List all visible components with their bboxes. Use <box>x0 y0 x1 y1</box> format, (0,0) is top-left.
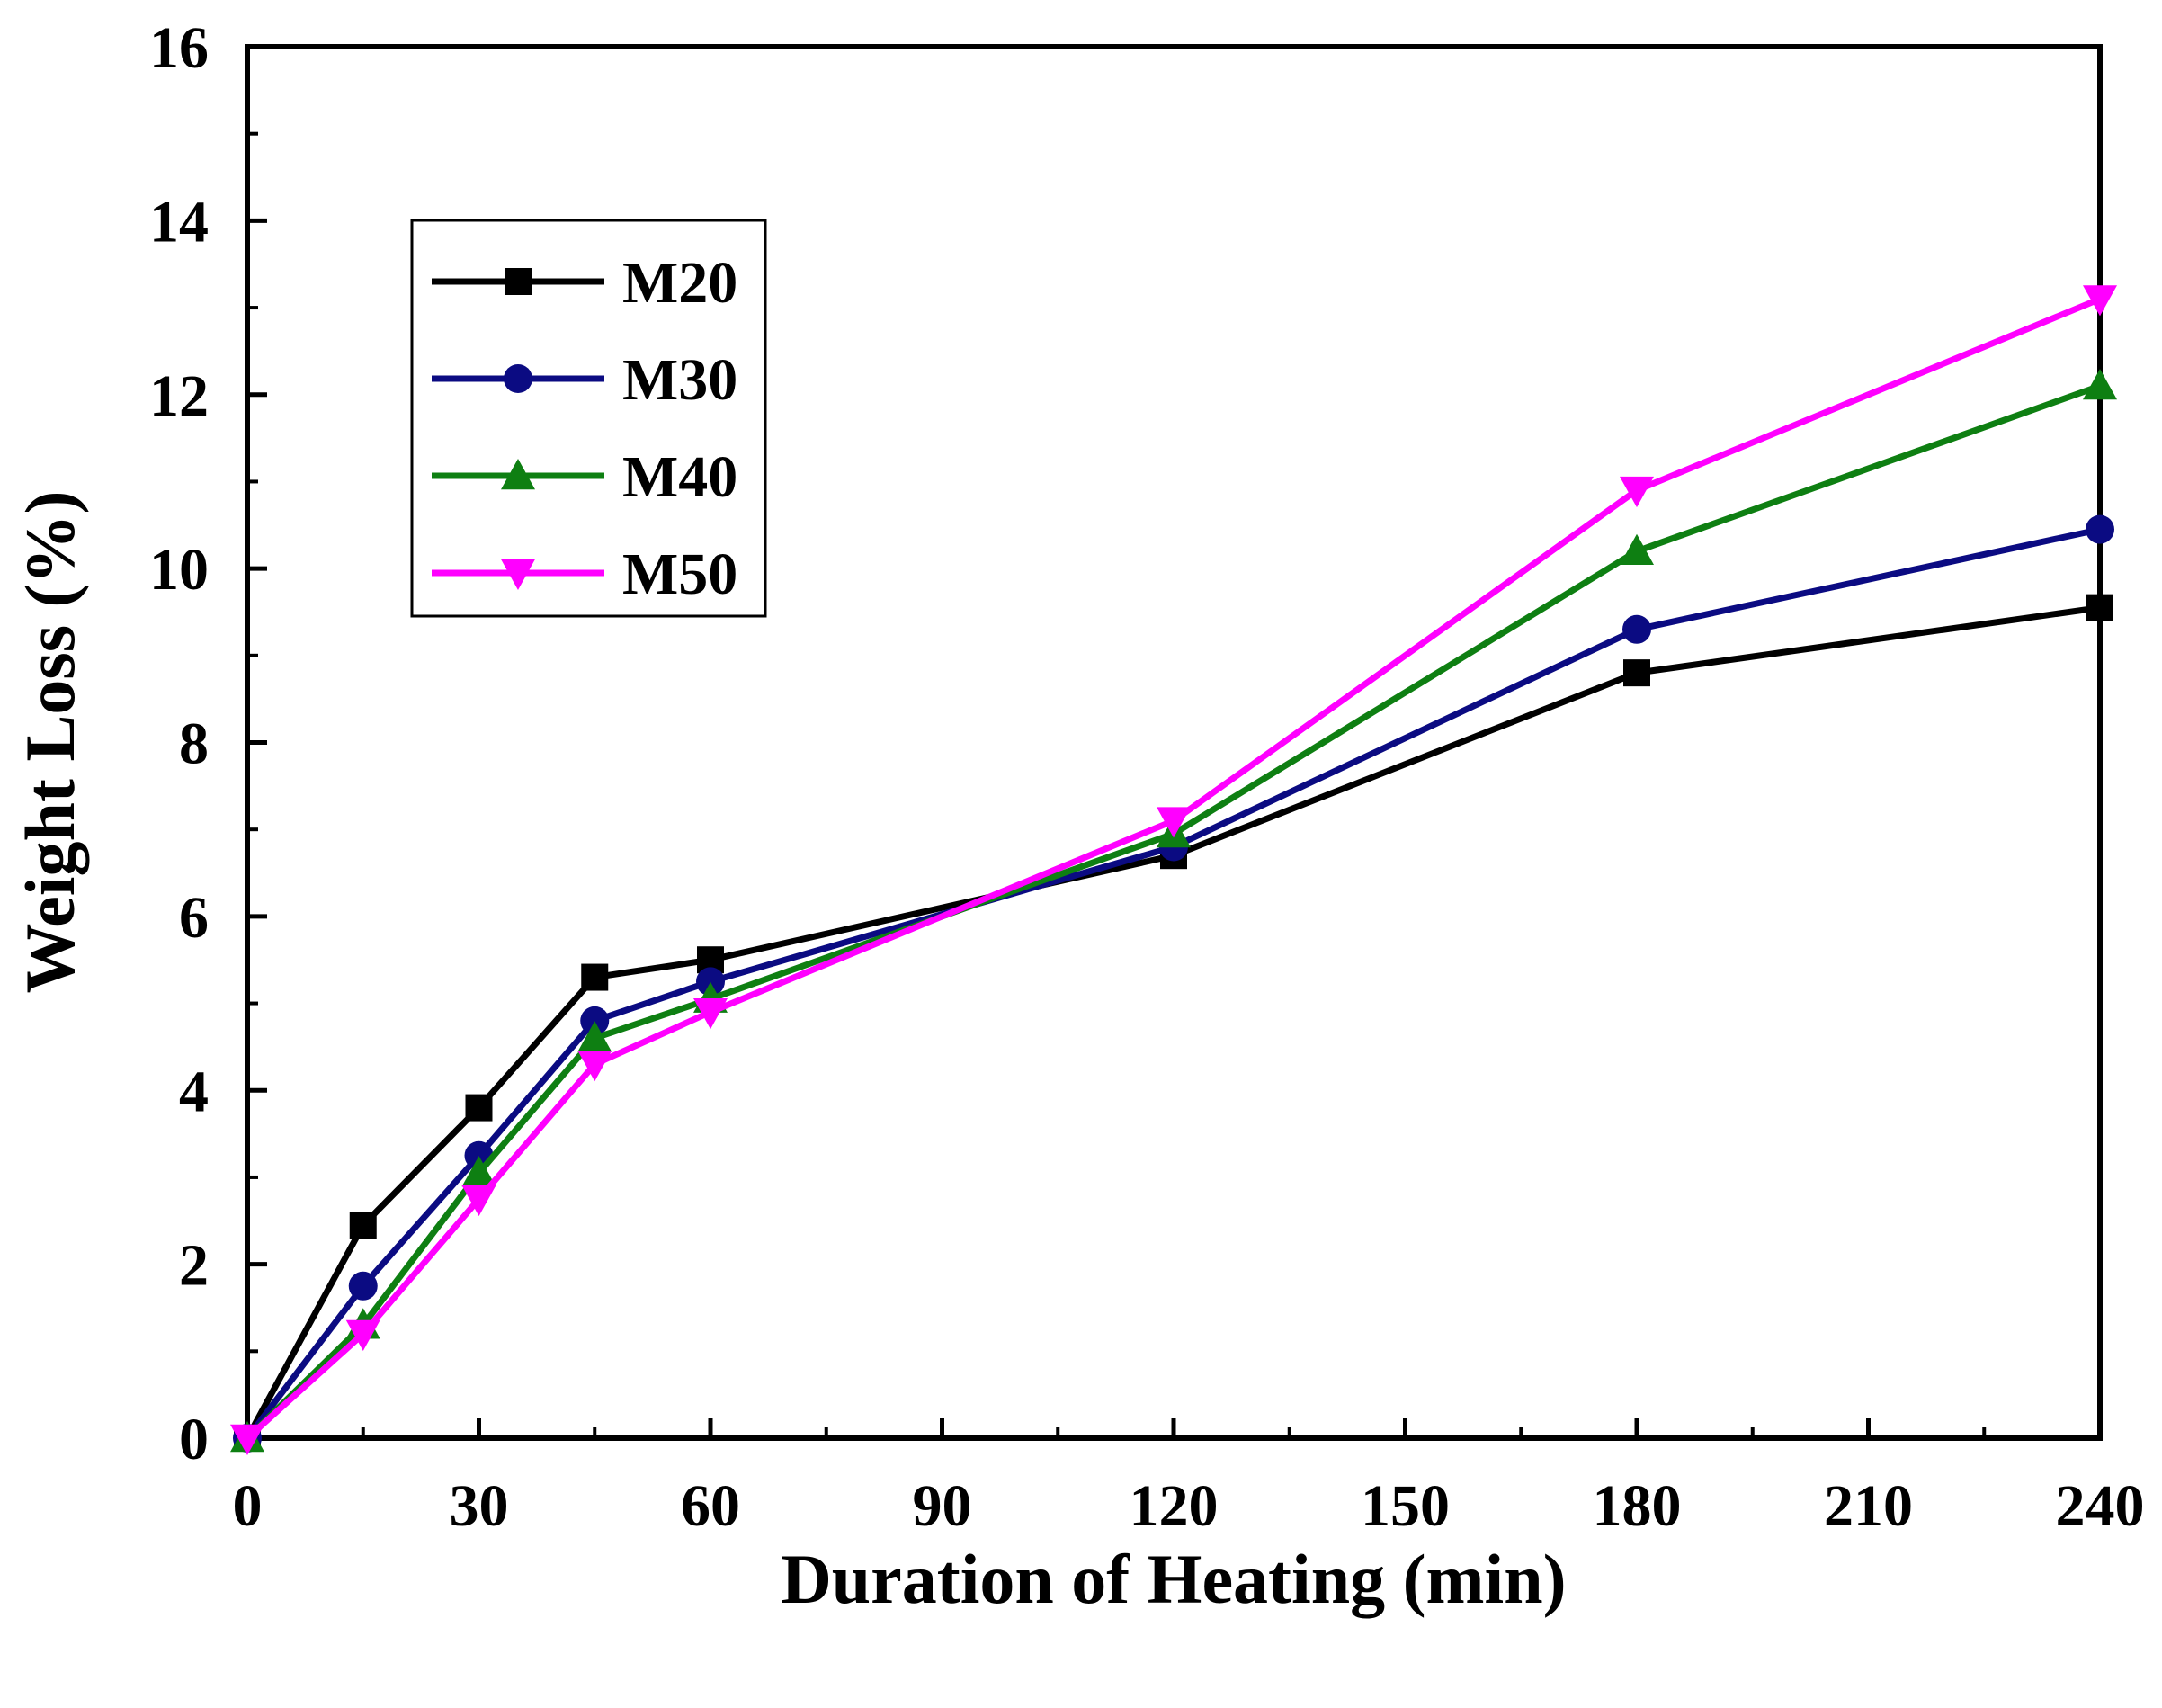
data-point-m20 <box>581 963 609 991</box>
legend-marker-m30 <box>504 364 532 393</box>
x-tick-label: 60 <box>681 1473 740 1539</box>
data-point-m30 <box>2086 514 2114 544</box>
data-point-m50 <box>461 1185 496 1217</box>
y-tick-label: 2 <box>179 1233 209 1299</box>
axis-ticks <box>245 44 2103 1441</box>
legend-symbol-m20 <box>505 268 532 295</box>
data-point-m20 <box>465 1094 493 1122</box>
legend-symbol-m50 <box>501 559 535 590</box>
data-point-m40 <box>2083 369 2117 400</box>
series-m50 <box>230 285 2117 1455</box>
data-point-m50 <box>2083 285 2117 317</box>
legend-entry-m20: M20 <box>432 250 737 316</box>
axis-tick-labels: 0 30 60 90 120 150 180 210 240 0 2 4 6 8 10 12 14 16 <box>149 15 2145 1539</box>
x-tick-label: 150 <box>1361 1473 1450 1539</box>
legend-symbol-m30 <box>504 364 532 393</box>
data-point-m30 <box>348 1271 378 1301</box>
x-tick-label: 180 <box>1593 1473 1682 1539</box>
legend-label-m40: M40 <box>622 444 737 510</box>
data-point-m50 <box>345 1319 380 1351</box>
y-tick-label: 16 <box>149 15 209 81</box>
data-point-m20 <box>349 1212 377 1239</box>
series-layer <box>230 285 2117 1455</box>
data-point-m50 <box>1620 476 1654 508</box>
y-tick-label: 10 <box>149 537 209 603</box>
series-line-m50 <box>245 296 2102 1441</box>
legend-label-m50: M50 <box>622 541 737 607</box>
legend-symbol-m40 <box>501 459 535 490</box>
data-point-m40 <box>1620 533 1654 565</box>
x-tick-label: 240 <box>2056 1473 2145 1539</box>
x-tick-label: 0 <box>233 1473 263 1539</box>
legend-entry-m30: M30 <box>432 347 737 413</box>
x-axis-title: Duration of Heating (min) <box>781 1540 1566 1618</box>
data-point-m50 <box>577 1051 612 1082</box>
x-tick-label: 120 <box>1130 1473 1219 1539</box>
data-point-m50 <box>230 1424 264 1455</box>
x-tick-label: 30 <box>450 1473 509 1539</box>
data-point-m50 <box>693 998 728 1030</box>
data-point-m30 <box>1622 614 1651 644</box>
y-tick-label: 14 <box>149 189 209 255</box>
y-axis-title: Weight Loss (%) <box>11 490 89 993</box>
y-tick-label: 4 <box>179 1059 209 1124</box>
legend-label-m20: M20 <box>622 250 737 316</box>
legend-entry-m40: M40 <box>432 444 737 510</box>
legend-marker-m20 <box>505 268 532 295</box>
y-tick-label: 6 <box>179 885 209 951</box>
data-point-m30 <box>696 967 725 997</box>
legend-marker-m40 <box>501 459 535 490</box>
data-point-m40 <box>577 1021 612 1052</box>
x-tick-label: 90 <box>913 1473 972 1539</box>
data-point-m40 <box>461 1156 496 1187</box>
y-tick-label: 8 <box>179 711 209 777</box>
y-tick-label: 0 <box>179 1407 209 1472</box>
data-point-m50 <box>1157 807 1191 838</box>
legend-marker-m50 <box>501 559 535 590</box>
data-point-m20 <box>1623 659 1650 687</box>
legend-label-m30: M30 <box>622 347 737 413</box>
series-line-m40 <box>245 382 2102 1441</box>
data-point-m20 <box>2086 594 2113 621</box>
y-tick-label: 12 <box>149 363 209 429</box>
series-line-m30 <box>245 526 2101 1441</box>
series-line-m20 <box>244 604 2101 1440</box>
series-m30 <box>233 514 2114 1453</box>
data-point-m30 <box>580 1006 610 1035</box>
legend-box <box>410 219 767 618</box>
x-tick-label: 210 <box>1824 1473 1913 1539</box>
legend: M20 M30 M40 M50 <box>410 219 767 618</box>
series-m20 <box>234 594 2113 1452</box>
legend-entry-m50: M50 <box>432 541 737 607</box>
